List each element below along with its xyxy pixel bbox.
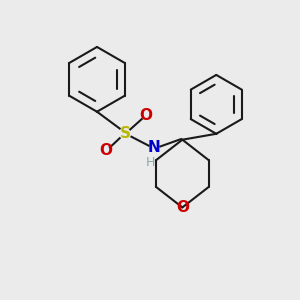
Text: H: H [145, 156, 155, 169]
Text: O: O [140, 108, 153, 123]
Text: O: O [99, 143, 112, 158]
Text: O: O [176, 200, 189, 215]
Text: S: S [119, 126, 130, 141]
Text: N: N [148, 140, 161, 154]
